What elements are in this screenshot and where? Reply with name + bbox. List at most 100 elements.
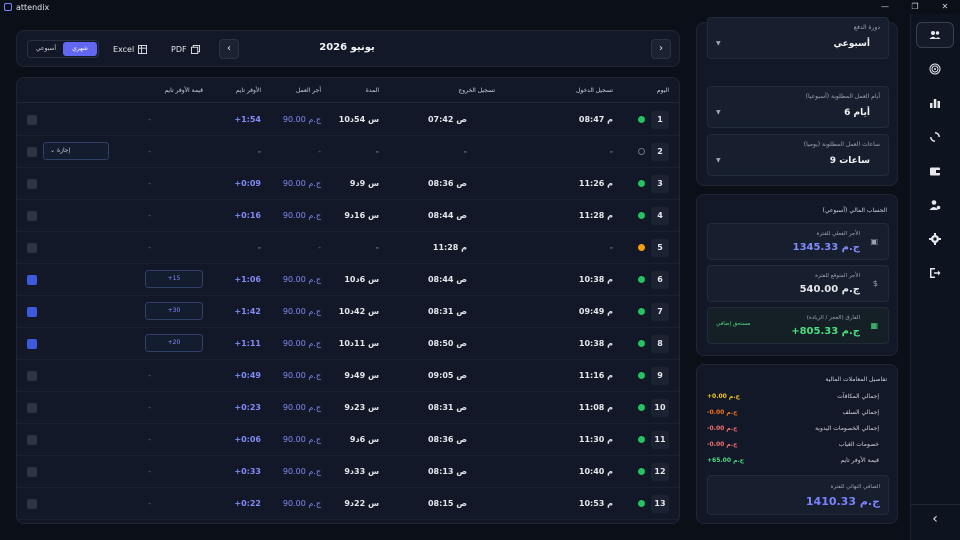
check-out-time: 08:13 ص [427,467,467,476]
check-out-time: 08:15 ص [427,499,467,508]
overtime-value: - [148,243,151,252]
status-absent-icon [638,148,645,155]
overtime-value-input[interactable]: +15 [145,270,203,288]
status-present-icon [638,116,645,123]
table-row[interactable]: 2 - - - - - - ⌄ إجازة [17,136,679,168]
note-icon[interactable] [27,211,37,221]
check-in-time: 09:49 م [578,307,613,316]
table-row[interactable]: 11 11:30 م 08:36 ص 9س 6د 90.00 ج.م +0:06 - [17,424,679,456]
nav-attendance[interactable] [916,56,954,82]
wage: 90.00 ج.م [282,211,321,220]
overtime-value-input[interactable]: +30 [145,302,203,320]
duration: 9س 22د [344,499,379,508]
maximize-button[interactable]: ❐ [911,2,919,11]
overtime-value: - [148,371,151,380]
table-row[interactable]: 3 11:26 م 08:36 ص 9س 9د 90.00 ج.م +0:09 - [17,168,679,200]
note-icon[interactable] [27,115,37,125]
day-number: 10 [651,399,669,417]
status-present-icon [638,436,645,443]
difference-label: الفارق (العجز / الزيادة) [806,315,860,321]
overtime: +1:06 [234,275,261,284]
export-excel-button[interactable]: Excel [113,42,148,56]
duration: 9س 49د [344,371,379,380]
attendance-table: اليوم تسجيل الدخول تسجيل الخروج المدة أج… [16,77,680,524]
check-out-time: 07:42 ص [427,115,467,124]
table-row[interactable]: 7 09:49 م 08:31 ص 10س 42د 90.00 ج.م +1:42 +30 [17,296,679,328]
note-icon[interactable] [27,275,37,285]
chevron-left-icon: ‹ [227,43,231,54]
nav-user-settings[interactable] [916,192,954,218]
check-in-time: - [609,243,613,252]
duration: - [375,147,379,156]
overtime-value-input[interactable]: +20 [145,334,203,352]
extra-due-badge: مستحق إضافي [716,321,751,327]
chart-icon [930,99,940,108]
gear-icon [929,233,941,245]
check-in-time: 11:08 م [578,403,613,412]
note-icon[interactable] [27,371,37,381]
check-out-time: 08:31 ص [427,403,467,412]
transaction-label: إجمالي المكافآت [837,393,879,400]
final-net-value: 1410.33 ج.م [805,495,880,508]
table-row[interactable]: 10 11:08 م 08:31 ص 9س 23د 90.00 ج.م +0:23 - [17,392,679,424]
prev-month-button[interactable]: ‹ [219,39,239,59]
note-icon[interactable] [27,499,37,509]
leave-type-select[interactable]: ⌄ إجازة [43,142,109,160]
nav-settings[interactable] [916,226,954,252]
note-icon[interactable] [27,403,37,413]
duration: 10س 54د [338,115,379,124]
table-row[interactable]: 1 08:47 م 07:42 ص 10س 54د 90.00 ج.م +1:54 - [17,104,679,136]
day-number: 6 [651,271,669,289]
excel-label: Excel [113,44,135,54]
work-hours-select[interactable]: ساعات العمل المطلوبة (يوميا) 9 ساعات ▼ [707,134,889,176]
table-row[interactable]: 5 - 11:28 م - - - - [17,232,679,264]
table-row[interactable]: 13 10:53 م 08:15 ص 9س 22د 90.00 ج.م +0:22 - [17,488,679,520]
note-icon[interactable] [27,467,37,477]
export-pdf-button[interactable]: PDF [171,42,200,56]
overtime: +0:49 [234,371,261,380]
duration: 9س 33د [344,467,379,476]
note-icon[interactable] [27,147,37,157]
wallet-icon [930,167,940,176]
work-hours-value: 9 ساعات [829,156,870,166]
header-check-in: تسجيل الدخول [576,87,613,94]
monthly-view-button[interactable]: شهري [63,42,97,56]
nav-logout[interactable] [916,260,954,286]
overtime: +0:23 [234,403,261,412]
note-icon[interactable] [27,339,37,349]
collapse-sidebar-button[interactable]: ‹ [916,506,954,532]
check-out-time: 08:31 ص [427,307,467,316]
next-month-button[interactable]: › [651,39,671,59]
dollar-icon: $ [872,279,878,288]
minimize-button[interactable]: — [881,2,889,11]
table-row[interactable]: 6 10:38 م 08:44 ص 10س 6د 90.00 ج.م +1:06 +15 [17,264,679,296]
weekly-view-button[interactable]: أسبوعي [35,45,57,52]
nav-wallet[interactable] [916,158,954,184]
table-row[interactable]: 8 10:38 م 08:50 ص 10س 11د 90.00 ج.م +1:11 +20 [17,328,679,360]
note-icon[interactable] [27,307,37,317]
close-button[interactable]: ✕ [941,2,949,11]
overtime-value: - [148,147,151,156]
day-number: 13 [651,495,669,513]
nav-reports[interactable] [916,90,954,116]
note-icon[interactable] [27,435,37,445]
check-out-time: 08:36 ص [427,179,467,188]
wage: 90.00 ج.م [282,499,321,508]
month-title: يونيو 2026 [319,42,375,53]
note-icon[interactable] [27,179,37,189]
note-icon[interactable] [27,243,37,253]
day-number: 2 [651,143,669,161]
overtime: +1:42 [234,307,261,316]
nav-sync[interactable] [916,124,954,150]
day-number: 7 [651,303,669,321]
nav-employees[interactable] [916,22,954,48]
pay-cycle-select[interactable]: دورة الدفع أسبوعي ▼ [707,17,889,59]
app-title: attendix [16,2,50,12]
table-row[interactable]: 4 11:28 م 08:44 ص 9س 16د 90.00 ج.م +0:16 - [17,200,679,232]
table-row[interactable]: 9 11:16 م 09:05 ص 9س 49د 90.00 ج.م +0:49 - [17,360,679,392]
work-days-select[interactable]: أيام العمل المطلوبة (أسبوعيا) 6 أيام ▼ [707,86,889,128]
transaction-row: إجمالي السلف -0.00 ج.م [705,409,887,421]
overtime: - [257,243,261,252]
table-row[interactable]: 12 10:40 م 08:13 ص 9س 33د 90.00 ج.م +0:33 - [17,456,679,488]
duration: - [375,243,379,252]
